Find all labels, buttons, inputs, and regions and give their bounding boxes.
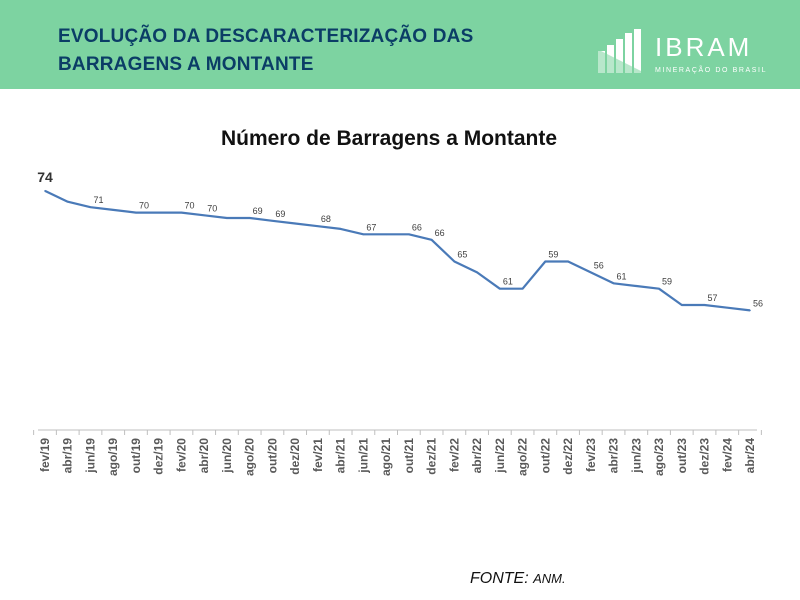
page-title-line-1: EVOLUÇÃO DA DESCARACTERIZAÇÃO DAS (58, 26, 474, 47)
x-tick-label: abr/22 (470, 438, 484, 474)
x-tick-label: ago/20 (243, 438, 257, 476)
data-label: 52 (782, 150, 798, 153)
x-tick-label: out/22 (538, 438, 552, 474)
data-label: 59 (662, 277, 672, 287)
x-tick-label: out/20 (265, 438, 279, 474)
data-point (499, 287, 501, 290)
data-point (339, 228, 342, 230)
data-label: 53 (776, 150, 786, 152)
page-title: EVOLUÇÃO DA DESCARACTERIZAÇÃO DAS BARRAG… (58, 23, 528, 79)
data-label: 59 (548, 250, 558, 260)
data-point (180, 211, 183, 214)
data-label: 61 (503, 277, 513, 287)
data-label: 71 (93, 195, 103, 205)
logo-subtitle: MINERAÇÃO DO BRASIL (655, 67, 768, 74)
data-point (271, 219, 274, 222)
data-point (362, 233, 365, 236)
data-point (203, 214, 205, 217)
x-tick-label: ago/19 (106, 438, 120, 476)
data-label: 65 (457, 250, 467, 260)
x-tick-label: abr/23 (607, 438, 621, 474)
data-point (89, 206, 92, 208)
data-point (567, 260, 569, 263)
x-tick-label: dez/19 (152, 438, 166, 475)
source-name: ANM. (533, 571, 566, 586)
data-label: 69 (253, 206, 263, 216)
ibram-logo-mark-icon (597, 29, 641, 73)
data-label: 74 (37, 169, 53, 185)
data-point (385, 233, 387, 236)
data-point (317, 225, 319, 227)
data-label: 66 (435, 228, 445, 238)
x-tick-label: jun/20 (220, 438, 234, 474)
data-point (476, 271, 478, 274)
x-tick-label: fev/21 (311, 438, 325, 472)
data-point (658, 287, 660, 290)
logo-name: IBRAM (655, 32, 753, 62)
data-label: 70 (139, 201, 149, 211)
data-point (544, 260, 547, 263)
data-point (408, 233, 410, 236)
header-banner: EVOLUÇÃO DA DESCARACTERIZAÇÃO DAS BARRAG… (0, 0, 800, 89)
data-label: 67 (366, 222, 376, 232)
line-chart: 74 71 70 70 70 69 69 68 67 66 66 65 61 59 56 61 59 57 56 53… (33, 150, 798, 476)
data-point (248, 217, 251, 219)
data-point (635, 285, 638, 287)
x-tick-label: fev/19 (38, 438, 52, 472)
x-tick-label: out/19 (129, 438, 143, 474)
data-label: 70 (184, 201, 194, 211)
data-point (726, 306, 729, 309)
data-label: 57 (708, 293, 718, 303)
data-label: 56 (753, 298, 763, 308)
x-tick-label: dez/20 (288, 438, 302, 475)
series-line (44, 189, 751, 312)
x-tick-label: out/21 (402, 438, 416, 474)
chart-title: Número de Barragens a Montante (220, 127, 558, 150)
data-point (44, 190, 46, 192)
data-point (612, 282, 615, 285)
x-tick-label: abr/24 (743, 438, 757, 474)
x-tick-label: jun/22 (493, 438, 507, 474)
x-tick-label: abr/21 (334, 438, 348, 474)
data-label: 61 (617, 271, 627, 281)
data-point (226, 217, 228, 219)
x-tick-label: ago/23 (652, 438, 666, 476)
data-label: 69 (275, 209, 285, 219)
data-label: 66 (412, 222, 422, 232)
x-tick-label: fev/24 (720, 438, 734, 472)
x-tick-label: dez/22 (561, 438, 575, 475)
data-label: 56 (594, 260, 604, 270)
data-point (749, 309, 751, 312)
data-label: 70 (207, 203, 217, 213)
x-tick-label: dez/21 (425, 438, 439, 475)
data-label: 68 (321, 214, 331, 224)
x-tick-label: dez/23 (698, 438, 712, 475)
page-title-line-2: BARRAGENS A MONTANTE (58, 54, 314, 75)
data-point (157, 211, 160, 214)
source-note: FONTE: ANM. (470, 570, 566, 588)
ibram-logo: IBRAM MINERAÇÃO DO BRASIL (597, 29, 767, 77)
data-point (135, 211, 137, 214)
x-tick-label: abr/19 (61, 438, 75, 474)
x-tick-label: jun/19 (83, 438, 97, 474)
x-tick-label: fev/20 (174, 438, 188, 472)
x-tick-label: fev/23 (584, 438, 598, 472)
x-tick-label: ago/22 (516, 438, 530, 476)
data-point (430, 238, 433, 241)
source-prefix: FONTE: (470, 570, 529, 587)
data-point (112, 209, 115, 211)
data-point (66, 200, 69, 203)
data-point (453, 260, 456, 263)
x-tick-label: jun/23 (629, 438, 643, 474)
x-tick-label: fev/22 (447, 438, 461, 472)
x-tick-label: out/23 (675, 438, 689, 474)
data-point (521, 287, 524, 290)
data-point (590, 271, 592, 274)
x-tick-label: abr/20 (197, 438, 211, 474)
data-point (680, 304, 683, 306)
x-tick-label: ago/21 (379, 438, 393, 476)
data-point (703, 304, 706, 306)
x-tick-label: jun/21 (356, 438, 370, 474)
data-point (294, 222, 296, 225)
